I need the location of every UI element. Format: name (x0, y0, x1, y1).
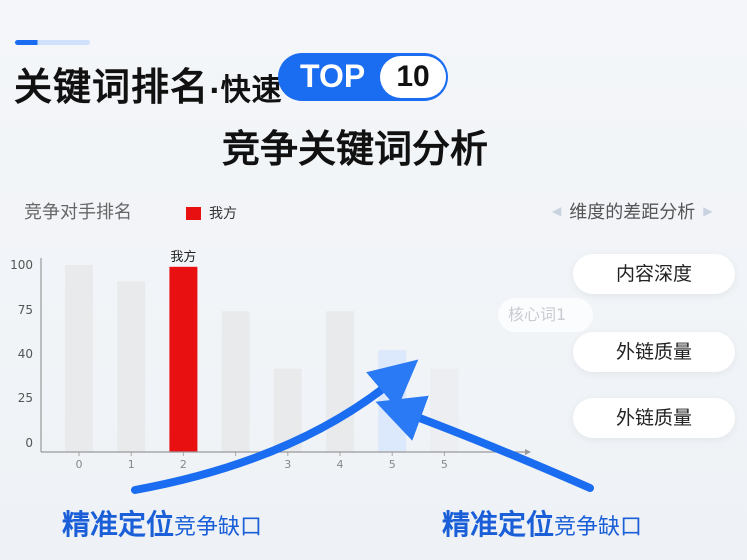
x-tick-label: 4 (337, 458, 344, 471)
x-tick-label: 5 (441, 458, 448, 471)
top-badge: TOP 10 (278, 53, 448, 101)
top-number: 10 (380, 56, 446, 98)
dimension-pill[interactable]: 外链质量 (573, 398, 735, 438)
x-tick-label: 2 (180, 458, 187, 471)
bar (430, 368, 459, 452)
top-label: TOP (300, 58, 366, 94)
caption-left: 精准定位竞争缺口 (62, 503, 262, 543)
bar (378, 350, 407, 452)
caption-small: 竞争缺口 (554, 515, 643, 540)
caption-big: 精准定位 (62, 508, 175, 541)
arrow-right-icon (375, 395, 594, 492)
legend-label: 我方 (209, 206, 237, 222)
bar (169, 266, 198, 452)
dimension-pill[interactable]: 内容深度 (573, 254, 735, 294)
y-tick-label: 25 (18, 391, 33, 405)
chart-legend: 我方 (186, 203, 237, 223)
caption-right: 精准定位竞争缺口 (442, 503, 642, 543)
caption-small: 竞争缺口 (174, 515, 263, 540)
bar (326, 311, 354, 452)
x-axis-arrow-icon (525, 449, 531, 455)
y-tick-label: 0 (25, 436, 33, 450)
page-subtitle: 竞争关键词分析 (222, 127, 489, 171)
x-tick-label: 0 (76, 458, 83, 471)
ghost-keyword-chip: 核心词1 (498, 298, 593, 332)
bar (117, 281, 146, 452)
title-fast: 快速 (220, 73, 283, 108)
title-main: 关键词排名 (14, 65, 210, 109)
caret-left-icon[interactable]: ◀ (552, 204, 562, 218)
page-title: 关键词排名·快速 (14, 56, 283, 111)
competitor-ranking-heading: 竞争对手排名 (24, 202, 132, 223)
caption-big: 精准定位 (442, 508, 555, 541)
arrow-left-icon (131, 359, 419, 494)
accent-bar (15, 40, 90, 45)
y-tick-label: 40 (18, 347, 33, 361)
title-dot: · (209, 74, 221, 107)
x-tick-label: 1 (128, 458, 135, 471)
bar (65, 265, 93, 452)
gap-analysis-heading: ◀ 维度的差距分析 ▶ (552, 198, 712, 224)
gap-analysis-title: 维度的差距分析 (569, 202, 696, 223)
bar (221, 311, 250, 452)
dimension-pill[interactable]: 外链质量 (573, 332, 735, 372)
caret-right-icon[interactable]: ▶ (703, 204, 713, 218)
x-tick-label: 3 (284, 458, 291, 471)
y-tick-label: 75 (18, 303, 33, 317)
y-tick-label: 100 (10, 258, 33, 272)
bar-data-label: 我方 (170, 249, 196, 265)
x-tick-label: 5 (389, 458, 396, 471)
legend-swatch (186, 206, 201, 220)
